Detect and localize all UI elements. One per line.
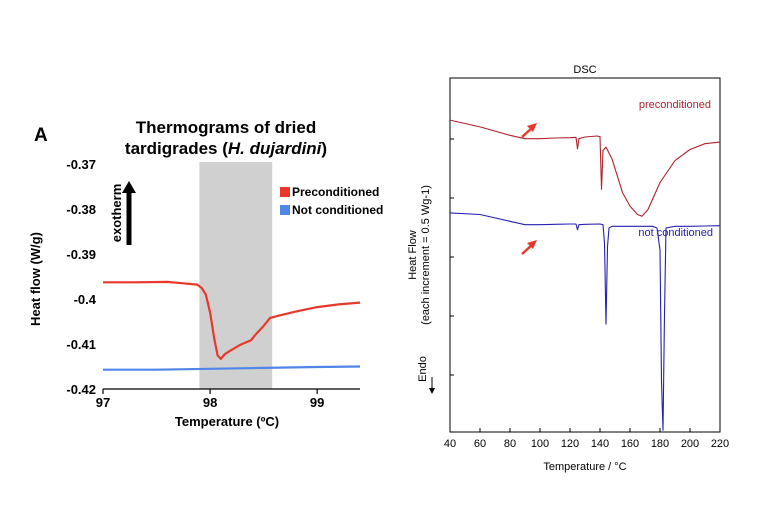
- right-x-tick-label: 200: [681, 438, 699, 450]
- legend-label-preconditioned: Preconditioned: [292, 185, 379, 199]
- legend-label-not-conditioned: Not conditioned: [292, 203, 383, 217]
- left-chart: A Thermograms of dried tardigrades (H. d…: [28, 118, 383, 429]
- left-x-tick-label: 97: [96, 395, 110, 410]
- series-label-preconditioned: preconditioned: [639, 99, 711, 111]
- panel-label: A: [34, 125, 48, 146]
- series-line-not-conditioned: [103, 365, 361, 371]
- left-x-ticks: 97 98 99: [96, 389, 324, 410]
- dsc-series-line-preconditioned: [449, 119, 721, 217]
- right-x-tick-label: 100: [531, 438, 549, 450]
- left-x-axis-label: Temperature (ºC): [175, 414, 279, 429]
- left-y-tick-label: -0.38: [66, 202, 96, 217]
- left-y-tick-label: -0.42: [66, 382, 96, 397]
- exotherm-annotation: exotherm: [109, 181, 136, 245]
- marker-arrow-preconditioned: [521, 123, 537, 138]
- left-x-tick-label: 99: [310, 395, 324, 410]
- right-x-tick-label: 80: [504, 438, 516, 450]
- left-chart-title-line1: Thermograms of dried: [136, 118, 316, 137]
- right-x-tick-label: 140: [591, 438, 609, 450]
- left-x-tick-label: 98: [203, 395, 217, 410]
- legend-swatch-preconditioned: [280, 187, 290, 197]
- endo-label: Endo: [417, 356, 429, 382]
- right-y-ticks: [450, 138, 454, 376]
- left-y-tick-label: -0.4: [74, 292, 97, 307]
- right-plot-frame: [449, 77, 721, 433]
- right-x-axis-label: Temperature / °C: [543, 461, 626, 473]
- dsc-series-line-not-conditioned: [449, 212, 721, 431]
- right-chart: DSC 40 60 80 100 120 140 160 180 200 220 precondi…: [407, 64, 729, 473]
- right-x-tick-label: 220: [711, 438, 729, 450]
- left-y-tick-label: -0.37: [66, 157, 96, 172]
- right-plot-lines: [449, 119, 721, 431]
- right-chart-title: DSC: [573, 64, 596, 76]
- right-x-ticks: 40 60 80 100 120 140 160 180 200 220: [444, 428, 729, 450]
- endo-annotation: Endo: [417, 356, 435, 394]
- right-x-tick-label: 40: [444, 438, 456, 450]
- marker-arrow-not-conditioned: [521, 240, 537, 255]
- series-label-not-conditioned: not conditioned: [638, 227, 713, 239]
- left-y-ticks: -0.37 -0.38 -0.39 -0.4 -0.41 -0.42: [66, 157, 96, 397]
- right-y-axis-label-line2: (each increment = 0.5 Wg-1): [420, 185, 432, 325]
- right-y-axis-label-line1: Heat Flow: [407, 230, 419, 280]
- series-line-preconditioned: [103, 280, 361, 360]
- left-y-tick-label: -0.41: [66, 337, 96, 352]
- right-x-tick-label: 120: [561, 438, 579, 450]
- right-x-tick-label: 60: [474, 438, 486, 450]
- left-y-axis-label: Heat flow (W/g): [28, 232, 43, 326]
- shaded-region: [199, 162, 273, 389]
- right-x-tick-label: 160: [621, 438, 639, 450]
- left-legend: Preconditioned Not conditioned: [280, 185, 383, 217]
- left-chart-title-line2: tardigrades (H. dujardini): [125, 139, 327, 158]
- endo-arrow-head: [429, 388, 435, 394]
- exotherm-arrow: [122, 181, 136, 245]
- legend-swatch-not-conditioned: [280, 205, 290, 215]
- left-y-tick-label: -0.39: [66, 247, 96, 262]
- exotherm-label: exotherm: [109, 184, 124, 243]
- right-x-tick-label: 180: [651, 438, 669, 450]
- left-plot-lines: [103, 280, 361, 371]
